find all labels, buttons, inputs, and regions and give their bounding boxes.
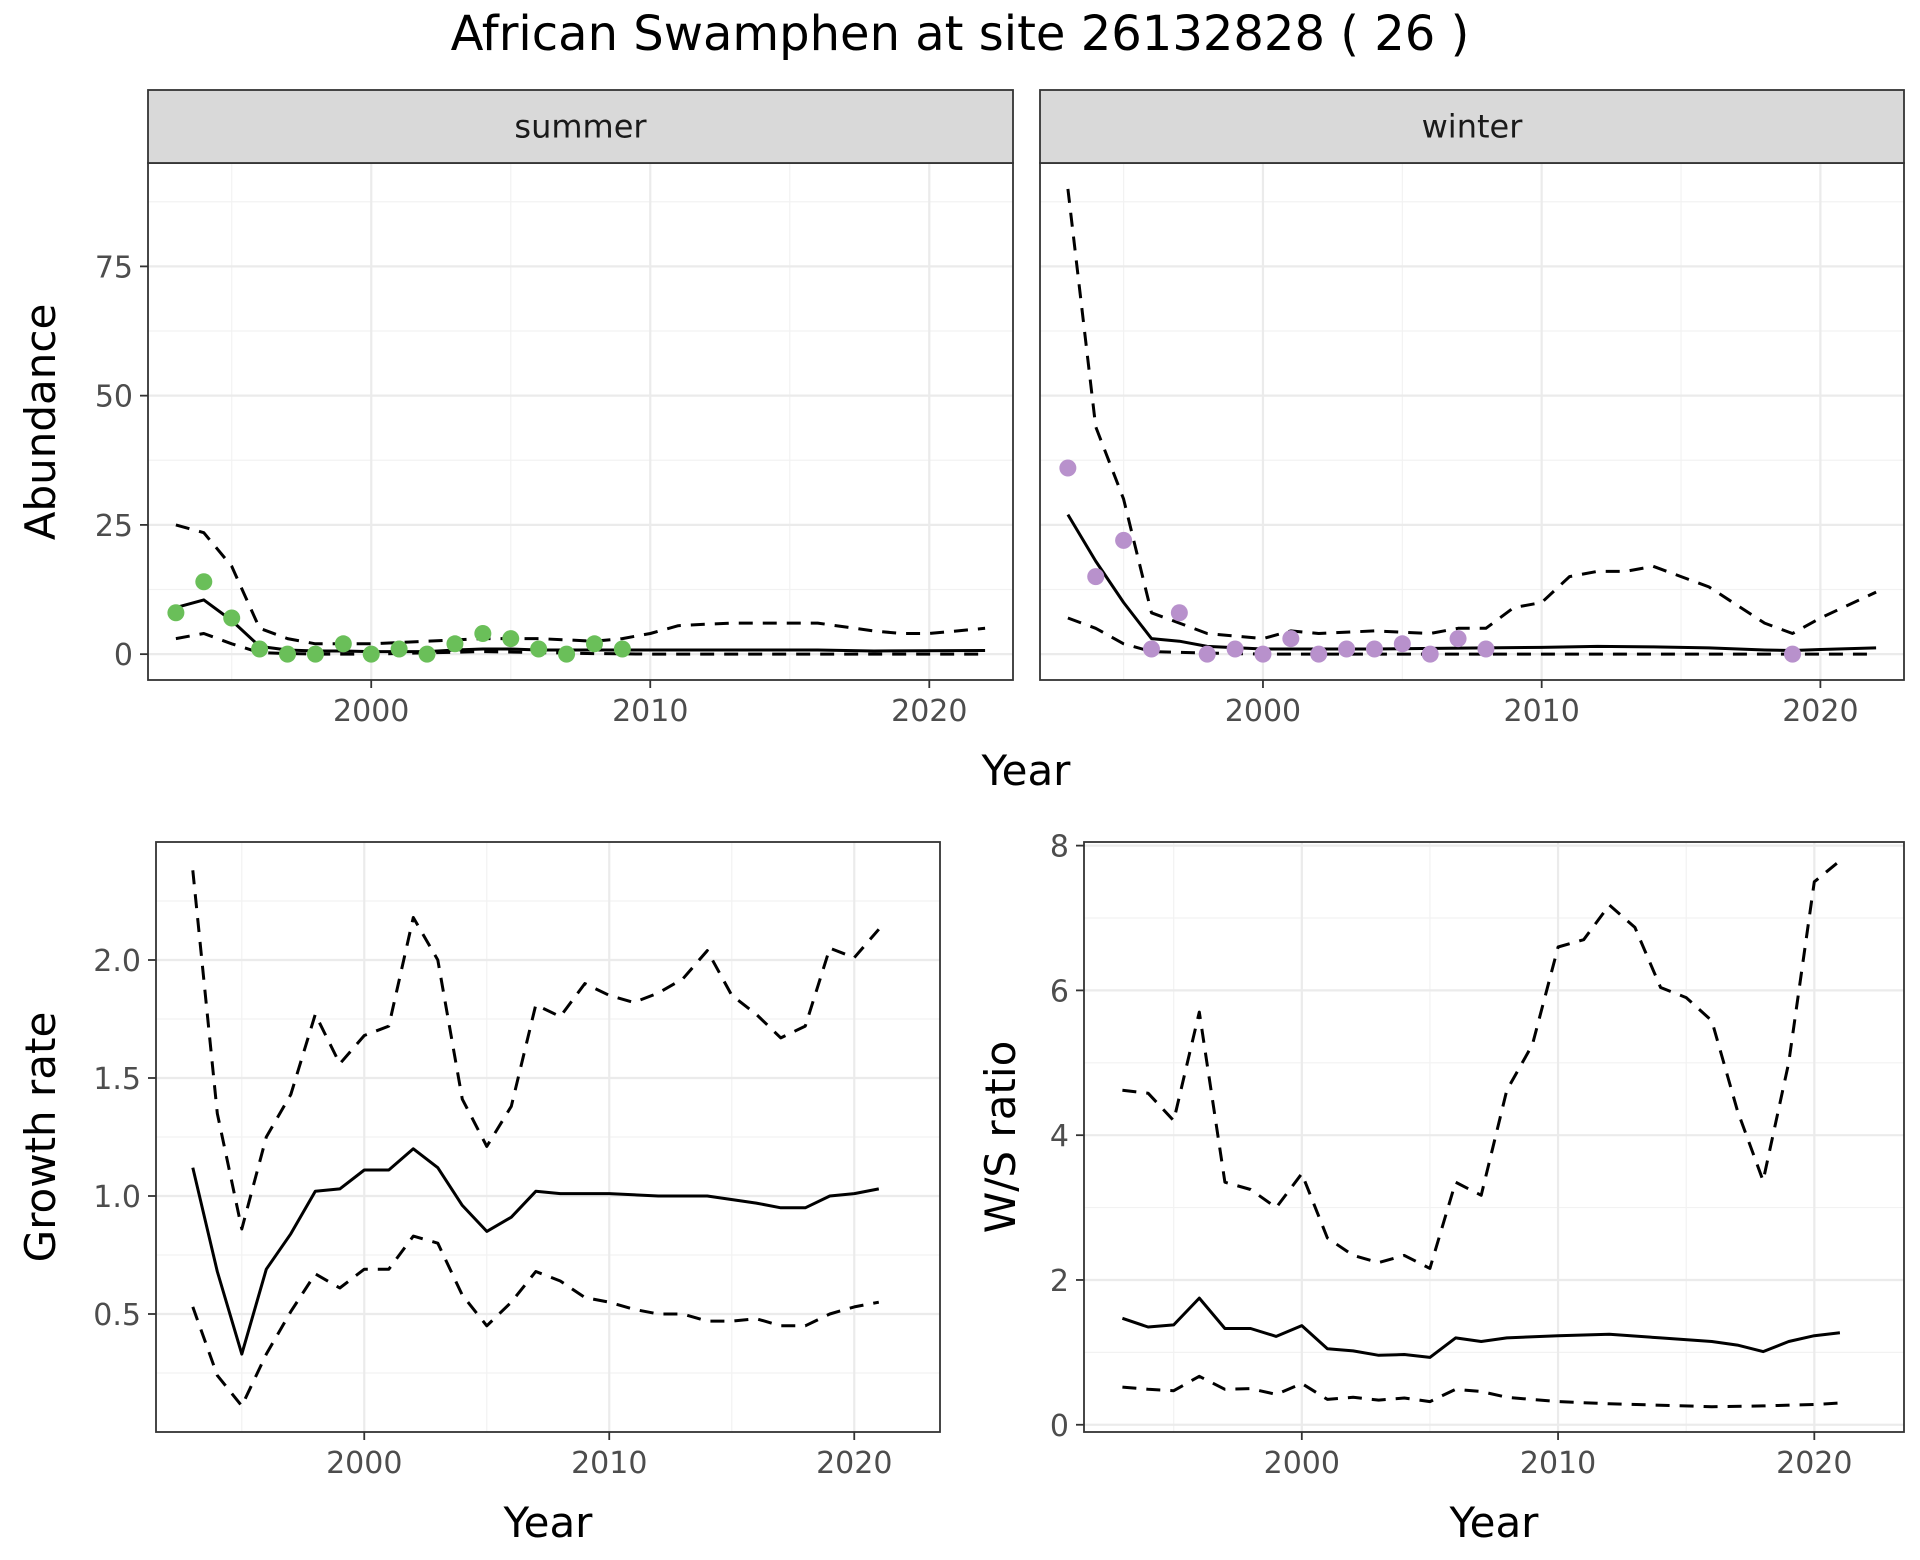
data-point bbox=[1254, 645, 1272, 663]
data-point bbox=[530, 640, 548, 658]
y-tick-label: 2 bbox=[1050, 1264, 1069, 1299]
y-tick-label: 6 bbox=[1050, 974, 1069, 1009]
y-tick-label: 8 bbox=[1050, 830, 1069, 865]
lower-interval-line bbox=[1122, 1374, 1840, 1409]
data-point bbox=[195, 573, 213, 591]
chart-panel-1: winter 2000 2010 2020 bbox=[1039, 89, 1905, 729]
y-tick-label: 25 bbox=[95, 509, 133, 544]
data-point bbox=[474, 624, 492, 642]
data-point bbox=[418, 645, 436, 663]
x-tick-label: 2020 bbox=[816, 1446, 892, 1481]
data-point bbox=[362, 645, 380, 663]
x-tick-label: 2000 bbox=[1225, 694, 1301, 729]
data-point bbox=[1282, 630, 1300, 648]
x-tick-label: 2020 bbox=[1776, 1446, 1852, 1481]
data-point bbox=[1226, 640, 1244, 658]
y-tick-label: 4 bbox=[1050, 1119, 1069, 1154]
data-point bbox=[334, 635, 352, 653]
x-tick-label: 2020 bbox=[1782, 694, 1858, 729]
chart-panel-0: summer 2000 2010 2020 0 25 50 75 bbox=[95, 89, 1014, 729]
data-point bbox=[167, 604, 185, 622]
data-point bbox=[446, 635, 464, 653]
data-point bbox=[585, 635, 603, 653]
data-point bbox=[1784, 645, 1802, 663]
data-point bbox=[1365, 640, 1383, 658]
y-tick-label: 1.5 bbox=[93, 1062, 141, 1097]
data-point bbox=[390, 640, 408, 658]
y-tick-label: 75 bbox=[95, 250, 133, 285]
growth-y-axis-title: Growth rate bbox=[16, 1012, 65, 1263]
facet-strip bbox=[1039, 89, 1905, 164]
data-point bbox=[251, 640, 269, 658]
growth-x-axis-title: Year bbox=[503, 1498, 594, 1547]
x-tick-label: 2010 bbox=[571, 1446, 647, 1481]
lower-interval-line bbox=[191, 1234, 880, 1408]
estimate-line bbox=[1121, 1296, 1841, 1359]
figure-title: African Swamphen at site 26132828 ( 26 ) bbox=[451, 6, 1470, 62]
data-point bbox=[1477, 640, 1495, 658]
data-point bbox=[1449, 630, 1467, 648]
facet-label: summer bbox=[514, 108, 647, 146]
y-tick-label: 0.5 bbox=[93, 1298, 141, 1333]
data-point bbox=[502, 630, 520, 648]
data-point bbox=[1421, 645, 1439, 663]
chart-panel-2: 2000 2010 2020 0.5 1.0 1.5 2.0 bbox=[93, 841, 941, 1481]
top-x-axis-title: Year bbox=[981, 746, 1072, 795]
data-point bbox=[558, 645, 576, 663]
lower-interval-line bbox=[175, 632, 986, 656]
upper-interval-line bbox=[175, 523, 986, 646]
data-point bbox=[1338, 640, 1356, 658]
panel-background bbox=[1040, 163, 1904, 680]
top-y-axis-title: Abundance bbox=[16, 304, 65, 541]
data-point bbox=[1310, 645, 1328, 663]
data-point bbox=[1142, 640, 1160, 658]
data-point bbox=[223, 609, 241, 627]
upper-interval-line bbox=[1122, 859, 1841, 1270]
data-point bbox=[1198, 645, 1216, 663]
x-tick-label: 2010 bbox=[612, 694, 688, 729]
panel-border bbox=[155, 841, 941, 1433]
panel-background bbox=[1084, 842, 1904, 1432]
y-tick-label: 50 bbox=[95, 380, 133, 415]
data-point bbox=[1115, 531, 1133, 549]
y-tick-label: 2.0 bbox=[93, 944, 141, 979]
x-tick-label: 2010 bbox=[1520, 1446, 1596, 1481]
data-point bbox=[1170, 604, 1188, 622]
data-point bbox=[1087, 568, 1105, 586]
y-tick-label: 0 bbox=[114, 638, 133, 673]
upper-interval-line bbox=[191, 870, 880, 1231]
panel-border bbox=[1083, 841, 1905, 1433]
x-tick-label: 2000 bbox=[333, 694, 409, 729]
data-point bbox=[1393, 635, 1411, 653]
x-tick-label: 2000 bbox=[326, 1446, 402, 1481]
x-tick-label: 2020 bbox=[891, 694, 967, 729]
facet-strip bbox=[147, 89, 1014, 164]
data-point bbox=[306, 645, 324, 663]
y-tick-label: 0 bbox=[1050, 1409, 1069, 1444]
y-tick-label: 1.0 bbox=[93, 1180, 141, 1215]
upper-interval-line bbox=[1066, 188, 1877, 641]
data-point bbox=[279, 645, 297, 663]
ratio-y-axis-title: W/S ratio bbox=[976, 1041, 1025, 1234]
data-point bbox=[1059, 459, 1077, 477]
x-tick-label: 2000 bbox=[1264, 1446, 1340, 1481]
data-point bbox=[613, 640, 631, 658]
panel-background bbox=[148, 163, 1013, 680]
ratio-x-axis-title: Year bbox=[1449, 1498, 1540, 1547]
x-tick-label: 2010 bbox=[1503, 694, 1579, 729]
chart-panel-3: 2000 2010 2020 0 2 4 6 8 bbox=[1050, 830, 1905, 1481]
estimate-line bbox=[191, 1147, 880, 1356]
facet-label: winter bbox=[1422, 108, 1524, 146]
